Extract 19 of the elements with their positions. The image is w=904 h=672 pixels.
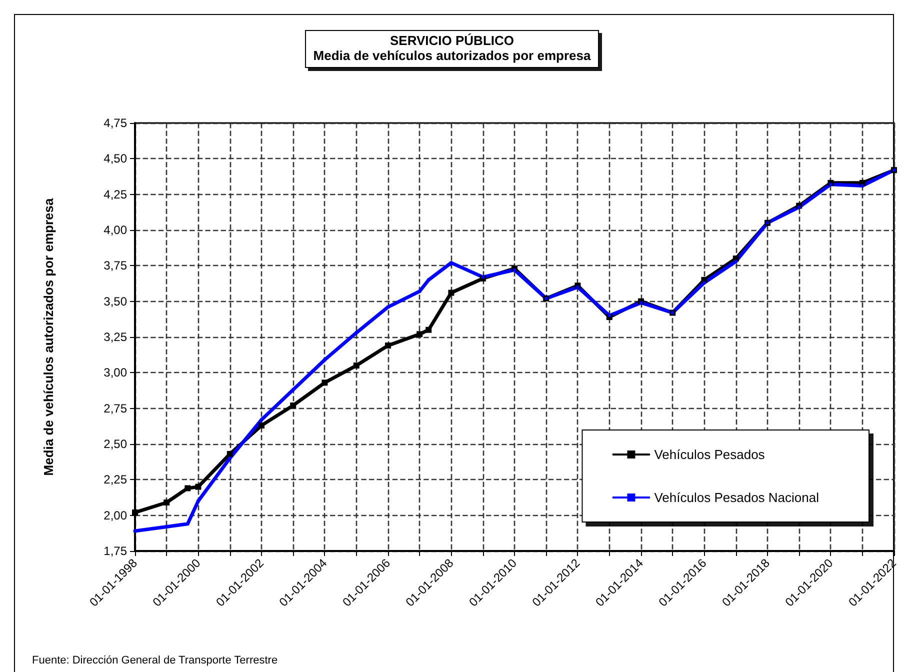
y-tick-label: 3,00 bbox=[104, 366, 128, 380]
y-tick-label: 2,50 bbox=[104, 437, 128, 451]
y-axis-title: Media de vehículos autorizados por empresa bbox=[41, 198, 56, 476]
y-tick-label: 4,25 bbox=[104, 187, 128, 202]
y-tick-label: 2,25 bbox=[104, 472, 128, 487]
y-tick-label: 2,75 bbox=[104, 401, 128, 416]
y-tick-label: 2,00 bbox=[104, 508, 128, 522]
chart-title: SERVICIO PÚBLICO bbox=[390, 33, 514, 48]
y-tick-label: 3,25 bbox=[104, 330, 128, 344]
y-tick-label: 4,00 bbox=[104, 223, 128, 237]
y-tick-label: 3,75 bbox=[104, 258, 128, 273]
y-tick-label: 4,50 bbox=[104, 152, 128, 166]
y-tick-label: 1,75 bbox=[104, 544, 128, 558]
chart-subtitle: Media de vehículos autorizados por empresa bbox=[313, 48, 592, 63]
y-tick-label: 4,75 bbox=[104, 116, 128, 130]
legend-label: Vehículos Pesados bbox=[654, 447, 766, 462]
legend-label: Vehículos Pesados Nacional bbox=[654, 490, 820, 505]
y-tick-label: 3,50 bbox=[104, 294, 128, 308]
source-note: Fuente: Dirección General de Transporte Terrestre bbox=[32, 654, 278, 666]
